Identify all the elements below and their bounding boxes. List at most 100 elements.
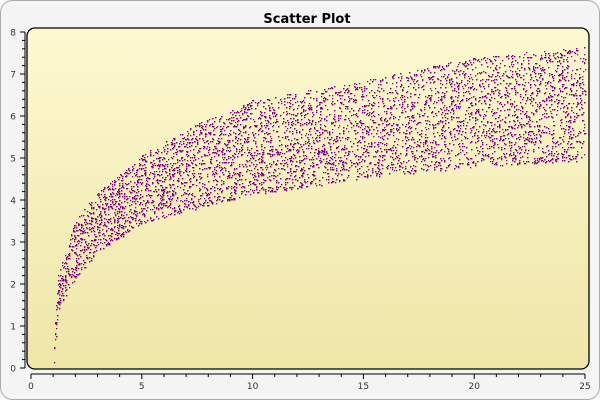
scatter-point: [424, 104, 426, 106]
scatter-point: [349, 85, 351, 87]
scatter-point: [152, 202, 154, 204]
scatter-point: [520, 77, 522, 79]
scatter-point: [83, 264, 85, 266]
scatter-point: [471, 97, 473, 99]
scatter-point: [166, 161, 168, 163]
scatter-point: [137, 170, 139, 172]
scatter-point: [196, 165, 198, 167]
scatter-point: [242, 175, 244, 177]
scatter-point: [243, 128, 245, 130]
scatter-point: [470, 74, 472, 76]
scatter-point: [86, 244, 88, 246]
scatter-point: [315, 183, 317, 185]
scatter-point: [158, 183, 160, 185]
scatter-point: [519, 74, 521, 76]
scatter-point: [423, 72, 425, 74]
scatter-point: [108, 242, 110, 244]
scatter-point: [373, 120, 375, 122]
scatter-point: [219, 165, 221, 167]
scatter-point: [525, 149, 527, 151]
scatter-point: [264, 180, 266, 182]
scatter-point: [296, 139, 298, 141]
scatter-point: [330, 88, 332, 90]
scatter-point: [268, 172, 270, 174]
scatter-point: [202, 186, 204, 188]
scatter-point: [548, 97, 550, 99]
scatter-point: [383, 106, 385, 108]
scatter-point: [332, 123, 334, 125]
scatter-point: [562, 77, 564, 79]
scatter-point: [509, 145, 511, 147]
scatter-point: [196, 130, 198, 132]
scatter-point: [56, 323, 58, 325]
scatter-point: [349, 120, 351, 122]
scatter-point: [326, 151, 328, 153]
scatter-point: [472, 136, 474, 138]
scatter-point: [407, 97, 409, 99]
scatter-point: [506, 153, 508, 155]
scatter-point: [490, 67, 492, 69]
scatter-point: [159, 165, 161, 167]
scatter-point: [378, 102, 380, 104]
scatter-point: [378, 142, 380, 144]
scatter-point: [558, 65, 560, 67]
scatter-point: [430, 88, 432, 90]
scatter-point: [271, 138, 273, 140]
scatter-point: [512, 74, 514, 76]
scatter-point: [348, 153, 350, 155]
scatter-point: [193, 170, 195, 172]
scatter-point: [396, 129, 398, 131]
scatter-point: [475, 67, 477, 69]
scatter-point: [216, 203, 218, 205]
scatter-point: [388, 165, 390, 167]
scatter-point: [132, 176, 134, 178]
scatter-point: [76, 248, 78, 250]
scatter-point: [89, 223, 91, 225]
scatter-point: [463, 123, 465, 125]
scatter-point: [544, 109, 546, 111]
scatter-point: [261, 122, 263, 124]
scatter-point: [494, 138, 496, 140]
scatter-point: [163, 215, 165, 217]
scatter-point: [190, 142, 192, 144]
scatter-point: [308, 105, 310, 107]
scatter-point: [550, 59, 552, 61]
scatter-point: [478, 59, 480, 61]
scatter-point: [530, 135, 532, 137]
scatter-point: [274, 110, 276, 112]
scatter-point: [324, 145, 326, 147]
scatter-point: [216, 127, 218, 129]
scatter-point: [513, 64, 515, 66]
scatter-point: [89, 203, 91, 205]
scatter-point: [438, 165, 440, 167]
scatter-point: [251, 170, 253, 172]
scatter-point: [112, 192, 114, 194]
scatter-point: [551, 99, 553, 101]
scatter-point: [113, 217, 115, 219]
scatter-point: [92, 218, 94, 220]
scatter-point: [576, 85, 578, 87]
scatter-point: [450, 112, 452, 114]
scatter-point: [234, 168, 236, 170]
scatter-point: [252, 100, 254, 102]
scatter-point: [360, 136, 362, 138]
scatter-point: [552, 141, 554, 143]
scatter-point: [115, 215, 117, 217]
scatter-point: [580, 77, 582, 79]
scatter-point: [493, 128, 495, 130]
scatter-point: [332, 159, 334, 161]
scatter-point: [571, 147, 573, 149]
scatter-point: [60, 284, 62, 286]
scatter-point: [369, 130, 371, 132]
scatter-point: [549, 131, 551, 133]
scatter-point: [368, 115, 370, 117]
scatter-point: [291, 160, 293, 162]
scatter-point: [241, 108, 243, 110]
scatter-point: [196, 185, 198, 187]
scatter-point: [545, 85, 547, 87]
scatter-point: [319, 135, 321, 137]
scatter-point: [421, 161, 423, 163]
scatter-point: [422, 80, 424, 82]
scatter-point: [145, 154, 147, 156]
